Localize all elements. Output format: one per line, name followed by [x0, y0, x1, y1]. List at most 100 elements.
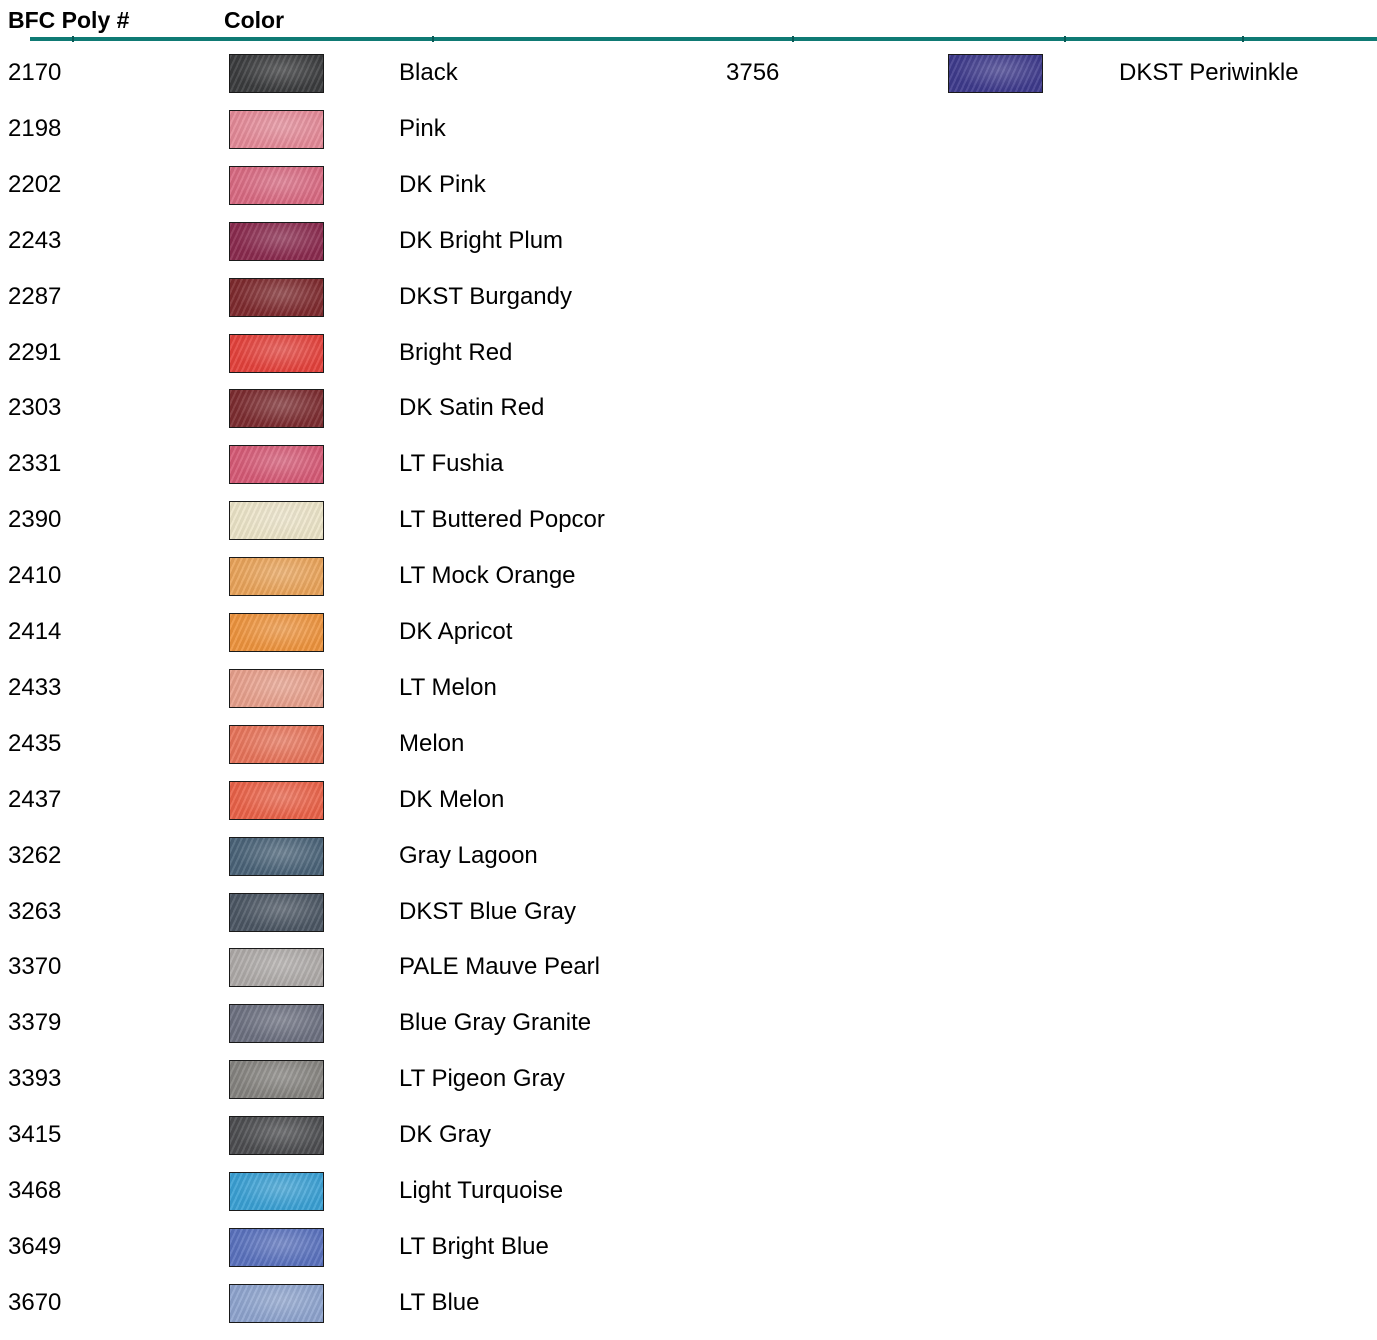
- color-swatch: [229, 837, 324, 876]
- poly-number: 2198: [8, 115, 62, 142]
- color-name: DK Melon: [399, 786, 505, 813]
- poly-number: 2287: [8, 283, 62, 310]
- poly-number: 3263: [8, 898, 62, 925]
- table-row: 2435 Melon: [0, 725, 1377, 781]
- poly-number: 3262: [8, 842, 62, 869]
- rule-divider: [432, 36, 434, 42]
- table-row: 2287 DKST Burgandy: [0, 278, 1377, 334]
- color-swatch: [229, 557, 324, 596]
- color-swatch: [229, 1060, 324, 1099]
- color-swatch: [229, 501, 324, 540]
- table-row: 3262 Gray Lagoon: [0, 837, 1377, 893]
- table-row: 2170 Black 3756 DKST Periwinkle: [0, 54, 1377, 110]
- color-name: Black: [399, 59, 458, 86]
- color-name: DK Pink: [399, 171, 486, 198]
- table-row: 3393 LT Pigeon Gray: [0, 1060, 1377, 1116]
- table-row: 3670 LT Blue: [0, 1284, 1377, 1340]
- table-row: 3468 Light Turquoise: [0, 1172, 1377, 1228]
- color-name: DK Gray: [399, 1121, 492, 1148]
- table-row: 3263 DKST Blue Gray: [0, 893, 1377, 949]
- poly-number: 3370: [8, 953, 62, 980]
- table-row: 2303 DK Satin Red: [0, 389, 1377, 445]
- table-row: 2433 LT Melon: [0, 669, 1377, 725]
- color-name: DK Apricot: [399, 618, 513, 645]
- color-name: DK Satin Red: [399, 394, 545, 421]
- table-row: 2331 LT Fushia: [0, 445, 1377, 501]
- rule-divider: [792, 36, 794, 42]
- rule-divider: [1242, 36, 1244, 42]
- poly-number: 3379: [8, 1009, 62, 1036]
- table-row: 3379 Blue Gray Granite: [0, 1004, 1377, 1060]
- header-bfc-poly-number: BFC Poly #: [8, 7, 130, 33]
- color-name: DKST Periwinkle: [1119, 59, 1299, 86]
- color-name: LT Mock Orange: [399, 562, 576, 589]
- poly-number: 2243: [8, 227, 62, 254]
- poly-number: 2291: [8, 339, 62, 366]
- color-name: Pink: [399, 115, 446, 142]
- color-swatch: [229, 334, 324, 373]
- table-row: 2198 Pink: [0, 110, 1377, 166]
- color-name: Bright Red: [399, 339, 513, 366]
- color-swatch: [229, 893, 324, 932]
- poly-number: 3415: [8, 1121, 62, 1148]
- poly-number: 2202: [8, 171, 62, 198]
- color-name: PALE Mauve Pearl: [399, 953, 600, 980]
- poly-number: 2435: [8, 730, 62, 757]
- color-name: Blue Gray Granite: [399, 1009, 592, 1036]
- table-row: 2390 LT Buttered Popcor: [0, 501, 1377, 557]
- color-swatch: [229, 278, 324, 317]
- poly-number: 2433: [8, 674, 62, 701]
- color-name: LT Fushia: [399, 450, 504, 477]
- color-swatch: [229, 1004, 324, 1043]
- color-swatch: [229, 445, 324, 484]
- table-row: 2243 DK Bright Plum: [0, 222, 1377, 278]
- color-swatch: [229, 110, 324, 149]
- poly-number: 3756: [726, 59, 780, 86]
- color-name: LT Bright Blue: [399, 1233, 549, 1260]
- header-color: Color: [224, 7, 285, 33]
- color-name: LT Pigeon Gray: [399, 1065, 565, 1092]
- color-name: Light Turquoise: [399, 1177, 564, 1204]
- color-swatch: [229, 166, 324, 205]
- color-swatch: [229, 948, 324, 987]
- color-name: Melon: [399, 730, 465, 757]
- poly-number: 3468: [8, 1177, 62, 1204]
- poly-number: 2170: [8, 59, 62, 86]
- color-name: DK Bright Plum: [399, 227, 564, 254]
- poly-number: 2390: [8, 506, 62, 533]
- table-row: 2410 LT Mock Orange: [0, 557, 1377, 613]
- table-row: 2414 DK Apricot: [0, 613, 1377, 669]
- poly-number: 2414: [8, 618, 62, 645]
- table-row: 3415 DK Gray: [0, 1116, 1377, 1172]
- color-swatch: [229, 222, 324, 261]
- header-rule: [30, 36, 1377, 42]
- rule-divider: [72, 36, 74, 42]
- color-swatch: [229, 725, 324, 764]
- poly-number: 3393: [8, 1065, 62, 1092]
- color-swatch: [229, 1228, 324, 1267]
- color-name: DKST Blue Gray: [399, 898, 576, 925]
- color-swatch: [229, 54, 324, 93]
- table-row: 2291 Bright Red: [0, 334, 1377, 390]
- color-swatch: [229, 389, 324, 428]
- color-swatch: [948, 54, 1043, 93]
- poly-number: 2410: [8, 562, 62, 589]
- color-name: Gray Lagoon: [399, 842, 538, 869]
- poly-number: 2303: [8, 394, 62, 421]
- poly-number: 2437: [8, 786, 62, 813]
- color-name: LT Blue: [399, 1289, 480, 1316]
- table-row: 2202 DK Pink: [0, 166, 1377, 222]
- table-row: 3370 PALE Mauve Pearl: [0, 948, 1377, 1004]
- color-name: DKST Burgandy: [399, 283, 572, 310]
- color-swatch: [229, 669, 324, 708]
- color-name: LT Buttered Popcor: [399, 506, 605, 533]
- table-row: 3649 LT Bright Blue: [0, 1228, 1377, 1284]
- color-swatch: [229, 1172, 324, 1211]
- poly-number: 3670: [8, 1289, 62, 1316]
- color-name: LT Melon: [399, 674, 497, 701]
- color-swatch: [229, 1116, 324, 1155]
- color-swatch: [229, 1284, 324, 1323]
- rule-divider: [1064, 36, 1066, 42]
- poly-number: 2331: [8, 450, 62, 477]
- table-row: 2437 DK Melon: [0, 781, 1377, 837]
